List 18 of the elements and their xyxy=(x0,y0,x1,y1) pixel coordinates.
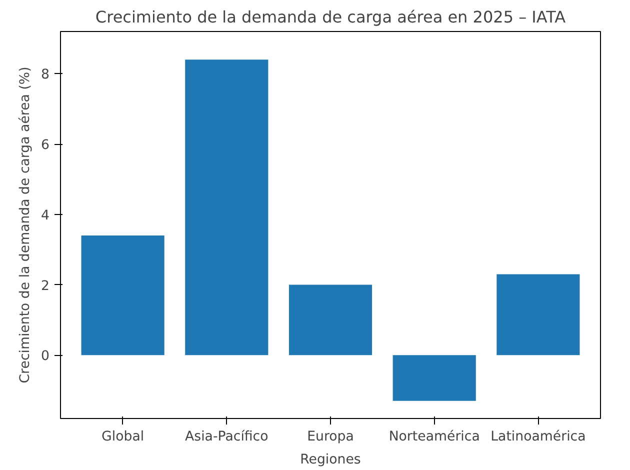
bar xyxy=(288,284,372,356)
chart-title: Crecimiento de la demanda de carga aérea en 2025 – IATA xyxy=(95,8,566,26)
y-tick-label: 0 xyxy=(41,349,50,364)
bar xyxy=(185,60,268,356)
x-tick-label: Norteamérica xyxy=(388,430,480,444)
x-tick-label: Latinoamérica xyxy=(490,430,586,444)
x-tick-label: Asia-Pacífico xyxy=(185,430,268,444)
bar xyxy=(81,236,164,356)
x-axis-title: Regiones xyxy=(300,452,361,468)
bar xyxy=(392,355,476,401)
y-tick-label: 6 xyxy=(41,138,50,154)
y-axis-title: Crecimiento de la demanda de carga aérea (%) xyxy=(18,66,34,384)
x-tick-label: Europa xyxy=(307,430,354,444)
x-tick-label: Global xyxy=(102,430,144,444)
y-tick-label: 8 xyxy=(41,68,50,83)
y-tick-label: 4 xyxy=(41,208,50,224)
y-tick-label: 2 xyxy=(41,278,50,294)
bar xyxy=(496,274,580,356)
